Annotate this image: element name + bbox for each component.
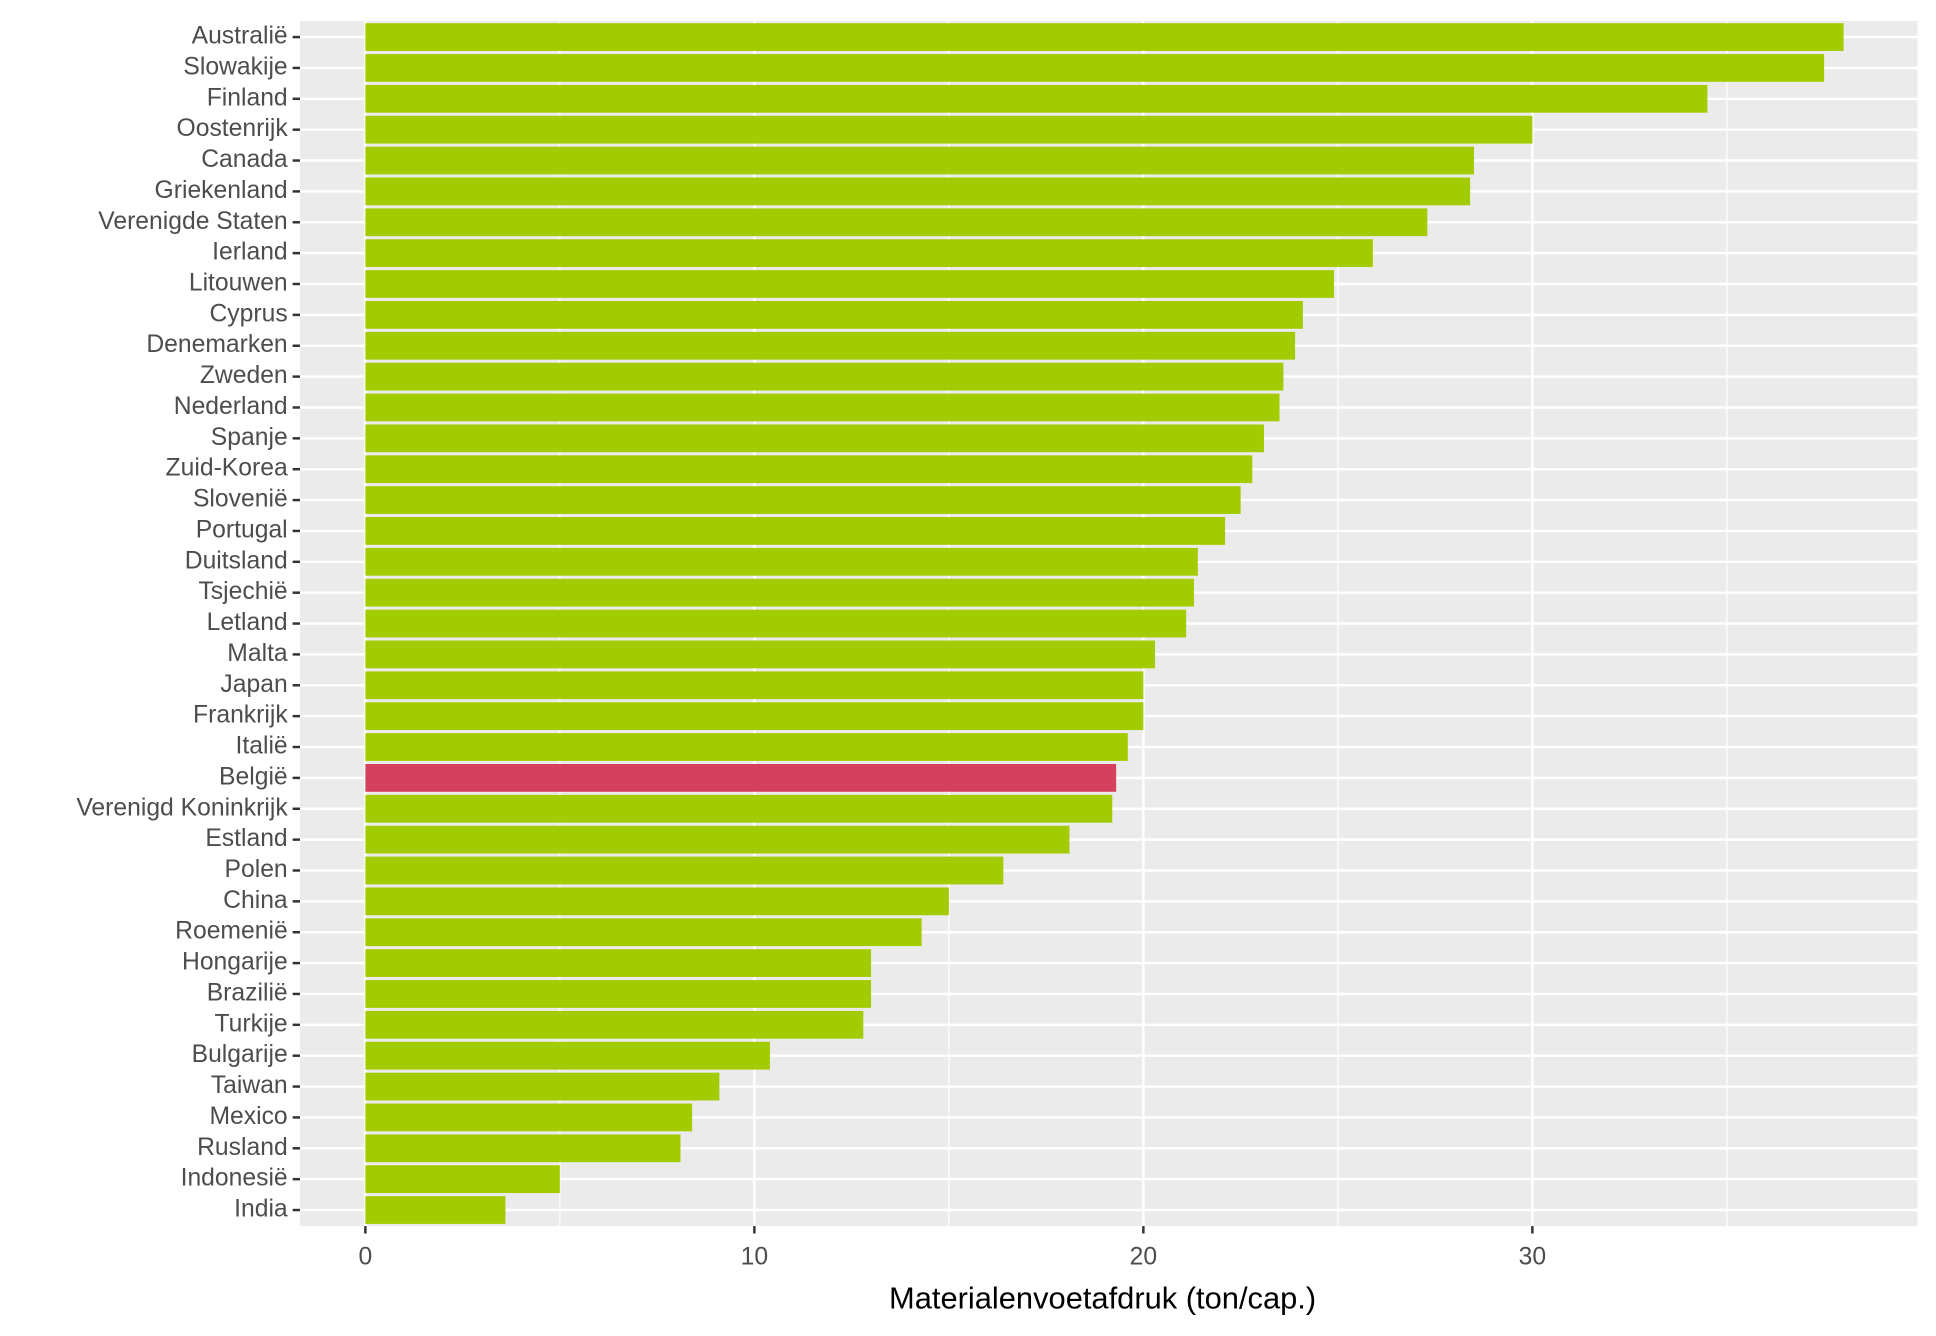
bar: [365, 146, 1475, 175]
y-tick-label: Malta: [227, 640, 288, 667]
y-tick-label: China: [223, 887, 288, 914]
bar: [365, 208, 1428, 237]
y-tick-label: Verenigd Koninkrijk: [76, 794, 288, 821]
y-tick-label: Finland: [207, 84, 288, 111]
bar: [365, 671, 1144, 700]
y-tick-label: Zweden: [200, 362, 288, 389]
y-tick-label: Turkije: [215, 1010, 288, 1037]
y-tick-label: Denemarken: [146, 331, 287, 358]
bar: [365, 1103, 693, 1132]
bar: [365, 300, 1303, 329]
bar: [365, 1165, 560, 1194]
bar: [365, 856, 1004, 885]
y-tick-label: Letland: [207, 609, 288, 636]
bar: [365, 239, 1373, 268]
y-tick-label: India: [234, 1196, 288, 1223]
bar: [365, 270, 1334, 298]
y-tick-label: Slovenië: [193, 486, 288, 513]
y-tick-label: Portugal: [196, 516, 288, 543]
bar: [365, 517, 1226, 545]
bar: [365, 486, 1241, 514]
bar: [365, 455, 1253, 484]
bar: [365, 177, 1471, 206]
bar: [365, 763, 1117, 792]
y-tick-label: Slowakije: [183, 53, 287, 80]
x-tick-label: 0: [359, 1244, 373, 1271]
y-tick-label: Indonesië: [181, 1165, 288, 1192]
y-tick-label: Litouwen: [189, 270, 288, 297]
y-tick-label: Mexico: [209, 1103, 287, 1130]
bar: [365, 980, 872, 1008]
bar: [365, 1041, 770, 1070]
y-tick-label: Griekenland: [155, 177, 288, 204]
y-tick-label: Rusland: [197, 1134, 288, 1161]
bar: [365, 23, 1844, 51]
bar: [365, 825, 1070, 854]
bar: [365, 1134, 681, 1163]
y-tick-label: Verenigde Staten: [98, 208, 287, 235]
y-tick-label: Frankrijk: [193, 702, 288, 729]
y-tick-label: Tsjechië: [198, 578, 287, 605]
bar: [365, 393, 1280, 422]
bar: [365, 733, 1128, 761]
bar: [365, 918, 922, 947]
y-tick-label: Spanje: [211, 424, 288, 451]
x-tick-label: 30: [1519, 1244, 1546, 1271]
bar: [365, 331, 1296, 360]
bar: [365, 84, 1708, 113]
y-tick-label: België: [219, 763, 288, 790]
y-tick-label: Italië: [236, 733, 288, 760]
y-tick-label: Bulgarije: [192, 1041, 288, 1068]
y-tick-label: Roemenië: [175, 918, 288, 945]
y-tick-label: Australië: [192, 23, 288, 50]
x-tick-label: 20: [1130, 1244, 1157, 1271]
x-axis-title: Materialenvoetafdruk (ton/cap.): [889, 1280, 1316, 1315]
y-tick-label: Canada: [201, 146, 288, 173]
bar: [365, 640, 1156, 669]
bar: [365, 547, 1198, 576]
y-tick-label: Polen: [225, 856, 288, 883]
bar: [365, 1010, 864, 1039]
bar: [365, 54, 1825, 82]
y-tick-label: Hongarije: [182, 949, 288, 976]
y-tick-label: Ierland: [212, 239, 288, 266]
y-tick-label: Cyprus: [209, 300, 287, 327]
bar: [365, 1072, 720, 1101]
y-tick-label: Taiwan: [211, 1072, 288, 1099]
bar: [365, 609, 1187, 638]
y-tick-label: Duitsland: [185, 547, 288, 574]
bar: [365, 949, 872, 977]
bar: [365, 702, 1144, 731]
bar: [365, 578, 1194, 607]
bar: [365, 1196, 506, 1224]
y-tick-label: Estland: [205, 825, 287, 852]
y-tick-label: Japan: [220, 671, 287, 698]
y-tick-label: Brazilië: [207, 979, 288, 1006]
x-tick-label: 10: [741, 1244, 768, 1271]
y-tick-label: Nederland: [174, 393, 288, 420]
y-tick-label: Zuid-Korea: [166, 455, 288, 482]
bar: [365, 424, 1264, 453]
bar: [365, 887, 949, 916]
y-tick-label: Oostenrijk: [177, 115, 289, 142]
bar: [365, 794, 1113, 823]
bar: [365, 115, 1533, 144]
bar: [365, 362, 1284, 391]
